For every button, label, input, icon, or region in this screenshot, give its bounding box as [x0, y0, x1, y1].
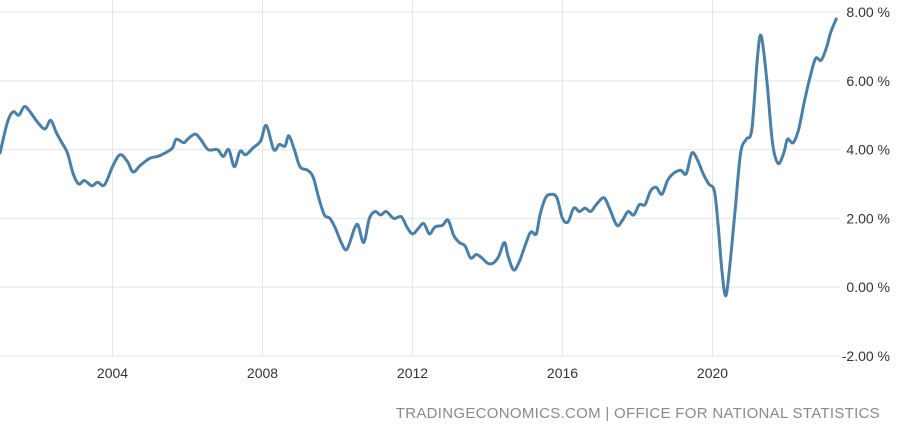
- source-attribution: TRADINGECONOMICS.COM | OFFICE FOR NATION…: [396, 405, 880, 422]
- y-tick-label: 6.00 %: [846, 73, 890, 89]
- x-tick-label: 2020: [697, 365, 728, 381]
- x-tick-label: 2008: [247, 365, 278, 381]
- y-tick-label: 2.00 %: [846, 210, 890, 226]
- series-line: [0, 17, 838, 298]
- series-layer: [0, 17, 838, 298]
- x-axis-labels: 2004 2008 2012 2016 2020: [97, 365, 728, 381]
- y-tick-label: 8.00 %: [846, 4, 890, 20]
- y-tick-label: -2.00 %: [842, 348, 890, 364]
- y-axis-labels: 8.00 % 6.00 % 4.00 % 2.00 % 0.00 % -2.00 %: [842, 4, 890, 364]
- y-tick-label: 0.00 %: [846, 279, 890, 295]
- y-tick-label: 4.00 %: [846, 142, 890, 158]
- x-tick-label: 2004: [97, 365, 128, 381]
- x-tick-label: 2012: [397, 365, 428, 381]
- x-tick-label: 2016: [547, 365, 578, 381]
- grid-lines: [0, 0, 840, 357]
